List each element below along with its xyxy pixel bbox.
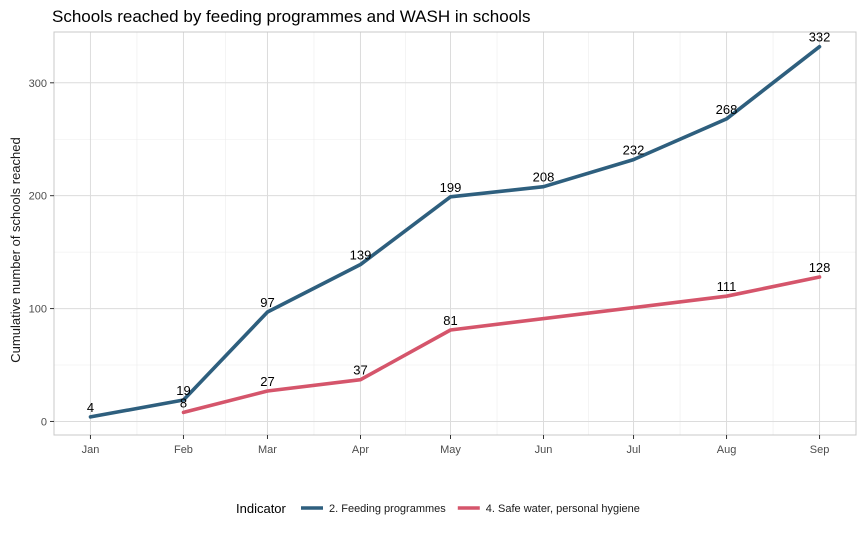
x-tick-label: Jun (535, 444, 553, 456)
y-tick-label: 100 (29, 304, 47, 316)
data-label: 4 (87, 400, 94, 415)
data-label: 111 (717, 279, 737, 294)
data-label: 199 (440, 180, 462, 195)
legend-label-2: 4. Safe water, personal hygiene (486, 503, 640, 515)
data-label: 19 (176, 383, 190, 398)
x-tick-label: Mar (258, 444, 277, 456)
data-labels: 4 19 97 139 199 208 232 268 332 8 27 37 81 111 128 (87, 30, 831, 415)
x-tick-label: Jan (82, 444, 100, 456)
series-line-1 (88, 44, 822, 419)
data-label: 27 (260, 374, 274, 389)
y-tick-label: 0 (41, 416, 47, 428)
x-tick-label: Jul (626, 444, 640, 456)
data-label: 8 (180, 395, 187, 410)
y-axis-title: Cumulative number of schools reached (8, 137, 23, 362)
plot-panel-border (53, 31, 857, 436)
data-label: 37 (353, 363, 367, 378)
y-tick-label: 300 (29, 78, 47, 90)
x-tick-label: Sep (810, 444, 830, 456)
data-label: 81 (443, 313, 457, 328)
series-layer (88, 44, 822, 419)
data-label: 208 (533, 170, 555, 185)
legend: Indicator 2. Feeding programmes 4. Safe w… (236, 501, 640, 516)
x-tick-label: May (440, 444, 461, 456)
legend-label-1: 2. Feeding programmes (329, 503, 446, 515)
chart-title: Schools reached by feeding programmes an… (52, 7, 530, 26)
data-label: 232 (623, 143, 645, 158)
data-label: 128 (809, 260, 831, 275)
series-line-2 (181, 275, 822, 415)
x-tick-label: Apr (352, 444, 369, 456)
data-label: 332 (809, 30, 831, 45)
y-tick-label: 200 (29, 191, 47, 203)
legend-title: Indicator (236, 501, 287, 516)
x-tick-label: Feb (174, 444, 193, 456)
grid (54, 32, 856, 435)
data-label: 139 (350, 248, 372, 263)
data-label: 268 (716, 102, 738, 117)
axes: Jan Feb Mar Apr May Jun Jul Aug Sep 0 100 200 300 (29, 78, 830, 456)
data-label: 97 (260, 295, 274, 310)
x-tick-label: Aug (717, 444, 737, 456)
